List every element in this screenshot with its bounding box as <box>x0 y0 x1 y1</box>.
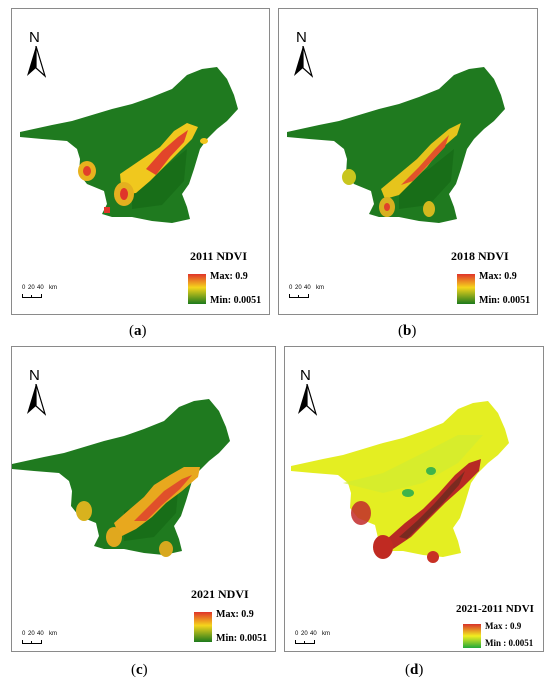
scale-tick-0: 0 <box>295 631 299 637</box>
map-legend: Max: 0.9 Min: 0.0051 <box>457 271 550 309</box>
north-label: N <box>296 29 307 46</box>
scale-tick-20: 20 <box>301 631 308 637</box>
color-ramp <box>194 612 212 642</box>
caption-open: ( <box>131 662 136 678</box>
north-label: N <box>300 367 311 384</box>
scale-bar: 0 20 40 km <box>289 285 369 303</box>
legend-min: Min: 0.0051 <box>216 633 268 644</box>
caption-a: (a) <box>129 323 147 340</box>
scale-bar-line <box>22 294 42 298</box>
scale-tick-40: 40 <box>304 285 311 291</box>
scale-bar-line <box>289 294 309 298</box>
caption-letter: c <box>136 662 143 678</box>
color-ramp <box>463 624 481 648</box>
scale-tick-0: 0 <box>289 285 293 291</box>
map-panel-d: N 2021-2011 NDVI Max : 0.9 Min : 0.0051 … <box>284 346 544 652</box>
legend-max: Max: 0.9 <box>479 271 517 282</box>
caption-c: (c) <box>131 662 148 679</box>
map-title: 2021-2011 NDVI <box>456 603 534 615</box>
color-ramp <box>457 274 475 304</box>
caption-letter: d <box>410 662 419 678</box>
map-title: 2021 NDVI <box>191 587 249 601</box>
scale-bar: 0 20 40 km <box>22 631 102 649</box>
map-legend: Max: 0.9 Min: 0.0051 <box>194 609 304 647</box>
legend-max: Max: 0.9 <box>210 271 248 282</box>
scale-tick-40: 40 <box>37 285 44 291</box>
map-panel-b: N 2018 NDVI Max: 0.9 Min: 0.0051 0 20 40… <box>278 8 538 315</box>
scale-bar: 0 20 40 km <box>22 285 102 303</box>
scale-tick-0: 0 <box>22 631 26 637</box>
map-panel-a: N 2011 NDVI Max: 0.9 Min: 0.0051 0 20 40… <box>11 8 270 315</box>
caption-close: ) <box>418 662 424 678</box>
caption-letter: a <box>134 323 142 339</box>
north-arrow: N <box>293 29 315 81</box>
ndvi-map-2021 <box>12 347 277 557</box>
ndvi-map-2011 <box>12 9 271 316</box>
caption-close: ) <box>142 662 148 678</box>
legend-min: Min : 0.0051 <box>485 638 534 648</box>
scale-unit: km <box>316 285 324 291</box>
scale-tick-0: 0 <box>22 285 26 291</box>
legend-min: Min: 0.0051 <box>210 295 262 306</box>
caption-close: ) <box>411 323 417 339</box>
scale-unit: km <box>49 631 57 637</box>
caption-open: ( <box>405 662 410 678</box>
north-arrow-icon <box>293 46 313 77</box>
caption-d: (d) <box>405 662 423 679</box>
map-legend: Max: 0.9 Min: 0.0051 <box>188 271 298 309</box>
north-arrow-icon <box>297 384 317 415</box>
north-arrow-icon <box>26 46 46 77</box>
north-arrow: N <box>26 367 48 419</box>
north-arrow: N <box>26 29 48 81</box>
caption-letter: b <box>403 323 412 339</box>
legend-min: Min: 0.0051 <box>479 295 531 306</box>
scale-tick-20: 20 <box>295 285 302 291</box>
north-arrow: N <box>297 367 319 419</box>
scale-unit: km <box>322 631 330 637</box>
caption-open: ( <box>398 323 403 339</box>
map-title: 2018 NDVI <box>451 249 509 263</box>
scale-bar-line <box>22 640 42 644</box>
caption-close: ) <box>141 323 147 339</box>
scale-bar-line <box>295 640 315 644</box>
scale-tick-40: 40 <box>37 631 44 637</box>
map-title: 2011 NDVI <box>190 249 248 263</box>
caption-open: ( <box>129 323 134 339</box>
scale-bar: 0 20 40 km <box>295 631 375 649</box>
color-ramp <box>188 274 206 304</box>
north-label: N <box>29 367 40 384</box>
legend-max: Max : 0.9 <box>485 621 522 631</box>
legend-max: Max: 0.9 <box>216 609 254 620</box>
scale-tick-20: 20 <box>28 631 35 637</box>
map-panel-c: N 2021 NDVI Max: 0.9 Min: 0.0051 0 20 40… <box>11 346 276 652</box>
caption-b: (b) <box>398 323 416 340</box>
scale-unit: km <box>49 285 57 291</box>
ndvi-map-2018 <box>279 9 539 316</box>
scale-tick-40: 40 <box>310 631 317 637</box>
scale-tick-20: 20 <box>28 285 35 291</box>
north-label: N <box>29 29 40 46</box>
map-legend: Max : 0.9 Min : 0.0051 <box>463 621 550 659</box>
north-arrow-icon <box>26 384 46 415</box>
